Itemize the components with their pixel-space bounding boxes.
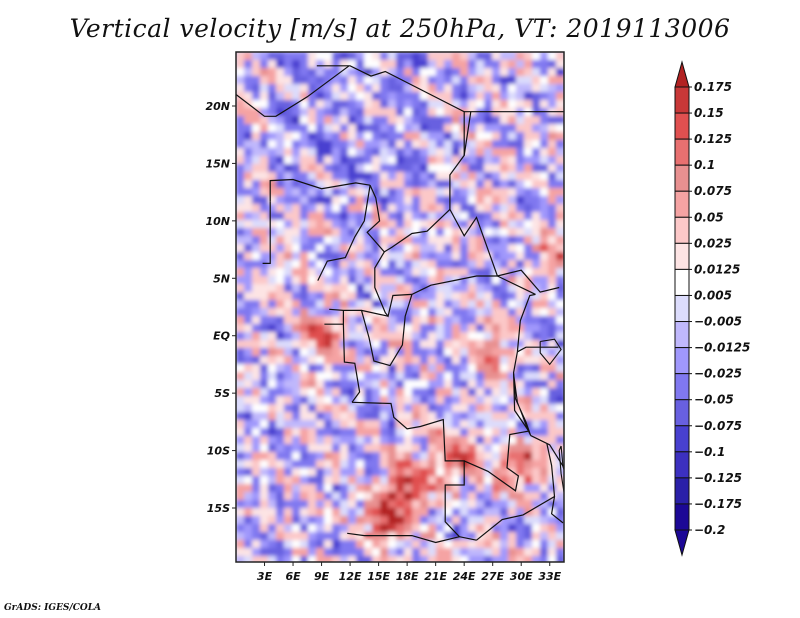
colorbar-box [674, 373, 690, 401]
x-tick-label: 33E [538, 570, 561, 583]
border-line [342, 324, 361, 403]
colorbar-box [674, 503, 690, 531]
colorbar-label: −0.075 [694, 419, 742, 433]
colorbar-box [674, 399, 690, 427]
colorbar-box [674, 294, 690, 323]
y-tick-label: 10S [207, 445, 230, 458]
colorbar-over-arrow [674, 60, 690, 88]
lake-outline [513, 373, 532, 436]
colorbar-label: −0.025 [694, 367, 742, 381]
y-tick-label: 20N [205, 100, 230, 113]
colorbar-box [674, 138, 690, 166]
border-line [269, 178, 371, 202]
colorbar-label: −0.2 [694, 523, 725, 537]
x-tick-label: 9E [314, 570, 330, 583]
colorbar-box [674, 477, 690, 505]
velocity-field [236, 52, 564, 562]
colorbar-label: 0.025 [694, 236, 732, 250]
colorbar-box [674, 347, 690, 375]
border-line [360, 294, 413, 367]
border-line [463, 111, 472, 156]
y-tick-label: 10N [205, 215, 230, 228]
colorbar-box [674, 190, 690, 218]
border-line [329, 308, 389, 317]
border-line [530, 435, 564, 469]
colorbar-label: 0.15 [694, 106, 724, 120]
map-frame [235, 51, 565, 563]
colorbar-label: 0.125 [694, 132, 732, 146]
border-line [262, 201, 271, 264]
border-line [351, 401, 465, 538]
border-line [236, 65, 350, 117]
colorbar-box [674, 164, 690, 192]
border-line [550, 496, 564, 524]
colorbar: 0.175 0.15 0.125 0.1 0.075 0.05 0.025 0.0125 0.0… [674, 60, 750, 557]
grads-credit: GrADS: IGES/COLA [4, 603, 102, 613]
border-line [347, 532, 477, 544]
colorbar-label: −0.125 [694, 471, 742, 485]
lake-outline [558, 445, 564, 496]
x-tick-label: 21E [424, 570, 447, 583]
y-tick-label: 15N [205, 157, 230, 170]
y-tick-label: 15S [207, 502, 230, 515]
colorbar-label: −0.0125 [694, 341, 750, 355]
colorbar-label: 0.175 [694, 80, 732, 94]
y-tick-label: 5S [214, 387, 230, 400]
colorbar-box [674, 425, 690, 453]
border-line [463, 351, 530, 492]
x-tick-label: 27E [481, 570, 504, 583]
country-borders [236, 65, 564, 544]
y-tick-label: EQ [213, 330, 230, 343]
colorbar-label: 0.075 [694, 184, 732, 198]
x-tick-label: 30E [510, 570, 533, 583]
lake-outline [539, 338, 562, 366]
x-axis: 3E 6E 9E 12E 15E 18E 21E 24E 27E 30E 33E [257, 562, 562, 583]
colorbar-label: 0.0125 [694, 262, 740, 276]
border-line [516, 293, 536, 352]
border-line [517, 346, 559, 353]
colorbar-label: 0.005 [694, 288, 732, 302]
x-tick-label: 6E [285, 570, 301, 583]
colorbar-label: −0.005 [694, 315, 742, 329]
x-tick-label: 15E [367, 570, 390, 583]
border-line [476, 443, 556, 541]
border-line [317, 185, 371, 281]
x-tick-label: 12E [339, 570, 362, 583]
colorbar-box [674, 321, 690, 349]
field-cells [236, 52, 564, 562]
x-tick-label: 24E [453, 570, 476, 583]
colorbar-label: 0.1 [694, 158, 715, 172]
colorbar-box [674, 451, 690, 479]
colorbar-label: −0.1 [694, 445, 725, 459]
border-line [497, 269, 560, 293]
chart-title: Vertical velocity [m/s] at 250hPa, VT: 2… [69, 14, 731, 43]
colorbar-box [674, 112, 690, 140]
x-tick-label: 3E [257, 570, 273, 583]
colorbar-box [674, 242, 690, 270]
x-tick-label: 18E [396, 570, 419, 583]
colorbar-label: −0.05 [694, 393, 734, 407]
border-line [374, 251, 498, 318]
colorbar-box [674, 86, 690, 114]
colorbar-label: −0.175 [694, 497, 742, 511]
colorbar-under-arrow [674, 529, 690, 557]
colorbar-label: 0.05 [694, 210, 724, 224]
y-tick-label: 5N [213, 272, 230, 285]
colorbar-box [674, 216, 690, 244]
colorbar-box [674, 268, 690, 296]
y-axis: 20N 15N 10N 5N EQ 5S 10S 15S [205, 100, 236, 515]
